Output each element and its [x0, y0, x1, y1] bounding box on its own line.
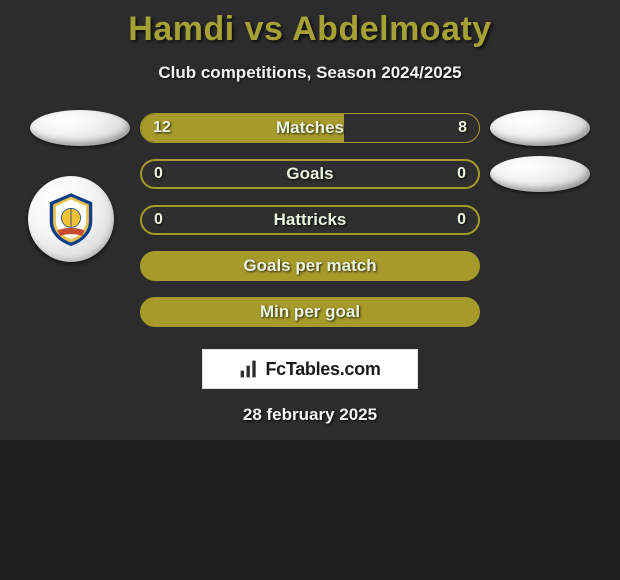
stat-row: Min per goal	[0, 289, 620, 335]
stat-right-value: 0	[457, 211, 466, 229]
stat-pill: Goals 0 0	[140, 159, 480, 189]
bar-chart-icon	[239, 359, 259, 379]
stat-left-value: 0	[154, 165, 163, 183]
stat-pill: Matches 12 8	[140, 113, 480, 143]
stat-right-value: 8	[458, 119, 467, 137]
source-logo-box[interactable]: FcTables.com	[202, 349, 418, 389]
stat-left-value: 0	[154, 211, 163, 229]
club-crest	[28, 176, 114, 262]
stat-pill-label: Hattricks	[274, 210, 347, 230]
player-logo-oval	[490, 156, 590, 192]
player-logo-oval	[490, 110, 590, 146]
stat-pill-label: Matches	[276, 118, 344, 138]
stat-pill: Goals per match	[140, 251, 480, 281]
date-text: 28 february 2025	[0, 405, 620, 425]
stat-pill: Hattricks 0 0	[140, 205, 480, 235]
source-logo-text: FcTables.com	[265, 359, 380, 380]
comparison-card: Hamdi vs Abdelmoaty Club competitions, S…	[0, 0, 620, 440]
stat-right-value: 0	[457, 165, 466, 183]
crest-icon	[43, 191, 99, 247]
stat-pill-label: Goals	[286, 164, 333, 184]
stat-row: Matches 12 8	[0, 105, 620, 151]
right-logo-slot	[480, 156, 600, 192]
right-logo-slot	[480, 110, 600, 146]
stat-pill: Min per goal	[140, 297, 480, 327]
left-logo-slot	[20, 110, 140, 146]
stat-pill-label: Min per goal	[260, 302, 360, 322]
subtitle: Club competitions, Season 2024/2025	[0, 63, 620, 83]
stat-left-value: 12	[153, 119, 171, 137]
stat-pill-label: Goals per match	[243, 256, 376, 276]
page-title: Hamdi vs Abdelmoaty	[0, 10, 620, 49]
player-logo-oval	[30, 110, 130, 146]
